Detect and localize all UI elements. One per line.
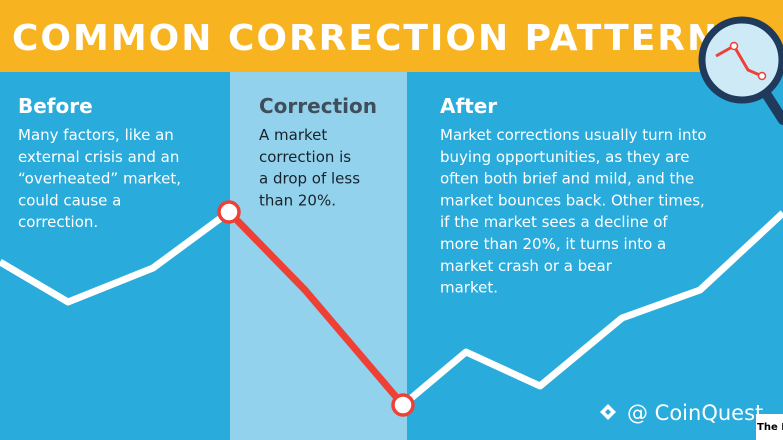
panel-text-line: A market — [259, 126, 327, 144]
panel-text-line: than 20%. — [259, 191, 336, 209]
panel-text-line: Many factors, like an — [18, 126, 174, 144]
watermark: @ CoinQuest — [600, 401, 763, 425]
panel-text-line: external crisis and an — [18, 148, 179, 166]
trend-line-correction — [226, 209, 406, 408]
panel-text-line: “overheated” market, — [18, 170, 181, 188]
panel-text-line: buying opportunities, as they are — [440, 148, 689, 166]
panel-title: After — [440, 94, 497, 118]
header-band — [0, 0, 783, 72]
watermark-text: @ CoinQuest — [627, 401, 763, 425]
panel-text-line: market crash or a bear — [440, 257, 613, 275]
panel-text-line: more than 20%, it turns into a — [440, 235, 666, 253]
peak-marker — [217, 200, 241, 224]
panel-text-line: market. — [440, 279, 498, 297]
panel-title: Correction — [259, 94, 377, 118]
panel-text-line: Market corrections usually turn into — [440, 126, 707, 144]
magnifier-icon — [698, 16, 783, 125]
panel-text-line: a drop of less — [259, 170, 360, 188]
header-title: COMMON CORRECTION PATTERN — [12, 18, 719, 59]
trough-marker — [391, 393, 415, 417]
panel-text-line: often both brief and mild, and the — [440, 170, 694, 188]
watermark-logo — [600, 404, 616, 420]
footer-fragment: The I — [757, 422, 783, 433]
panel-title: Before — [18, 94, 93, 118]
footer-patch — [756, 414, 783, 440]
panels: Before Many factors, like an external cris… — [18, 94, 707, 297]
panel-text-line: correction is — [259, 148, 351, 166]
panel-text-line: market bounces back. Other times, — [440, 191, 705, 209]
panel-text-line: correction. — [18, 213, 98, 231]
panel-text-line: could cause a — [18, 191, 121, 209]
trend-line-after — [400, 210, 783, 408]
panel-text-line: if the market sees a decline of — [440, 213, 668, 231]
trend-line-before — [0, 209, 232, 306]
